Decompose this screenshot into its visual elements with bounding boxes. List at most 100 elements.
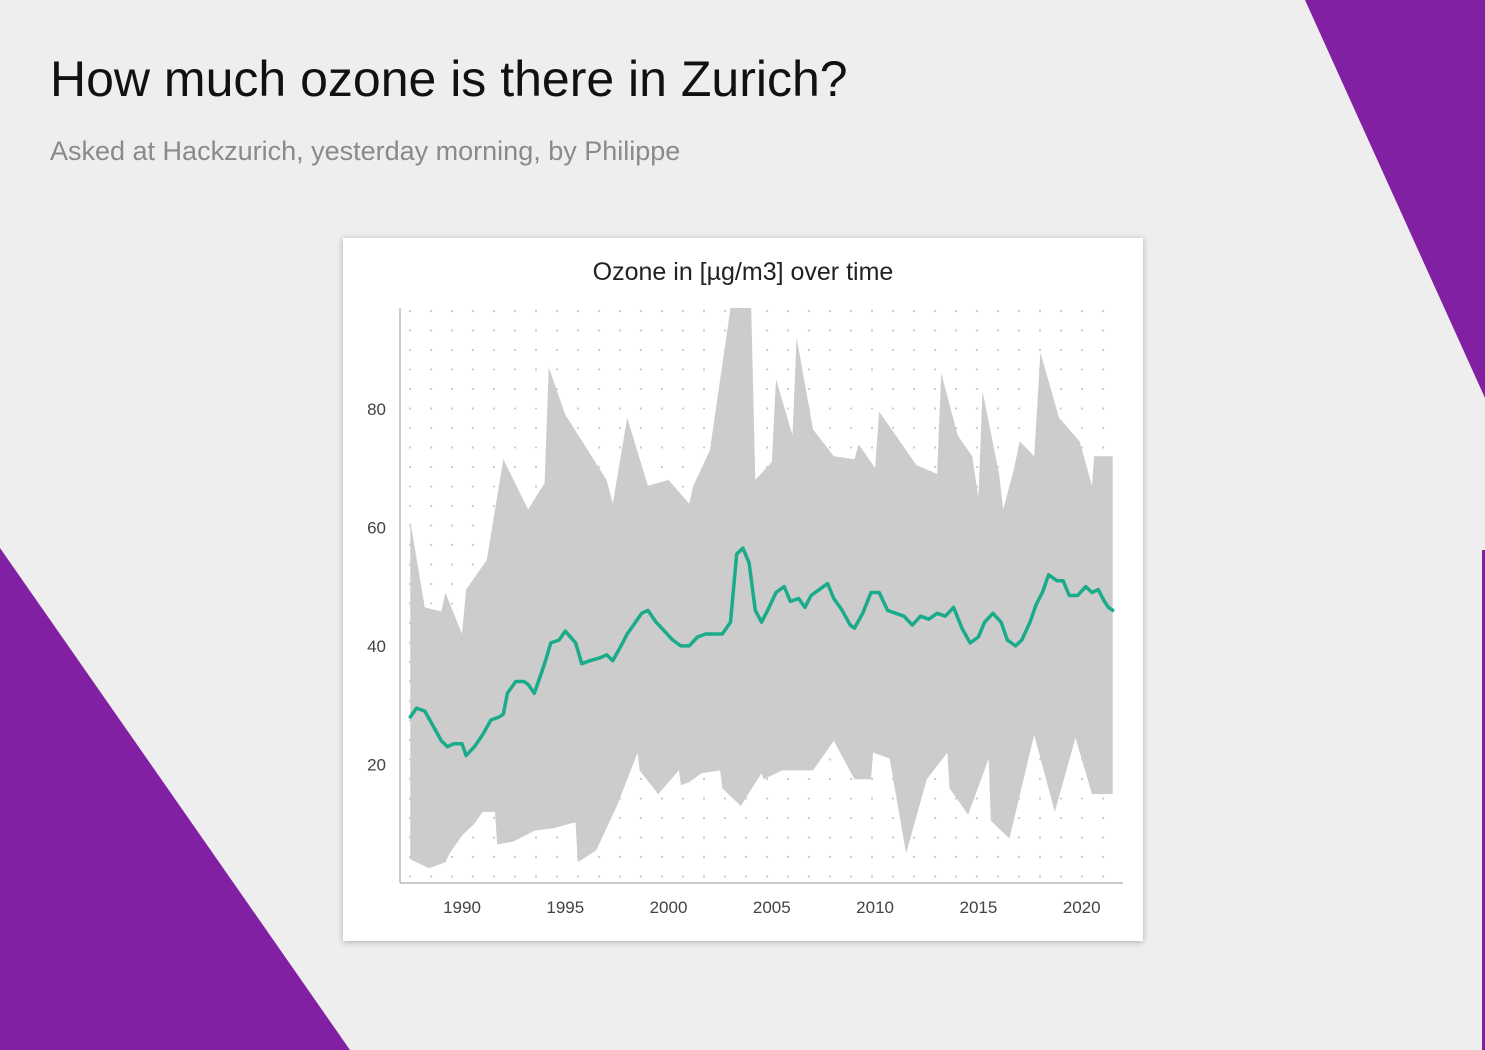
grid-dot	[681, 875, 685, 878]
grid-dot	[723, 836, 727, 839]
grid-dot	[471, 348, 475, 352]
grid-dot	[1101, 836, 1105, 839]
grid-dot	[933, 309, 937, 313]
grid-dot	[681, 426, 685, 430]
grid-dot	[765, 368, 769, 371]
grid-dot	[975, 387, 979, 391]
grid-dot	[1017, 309, 1021, 313]
grid-dot	[408, 309, 412, 313]
grid-dot	[723, 816, 727, 820]
grid-dot	[492, 329, 496, 332]
grid-dot	[870, 309, 874, 313]
grid-dot	[807, 836, 811, 839]
grid-dot	[807, 777, 811, 781]
grid-dot	[828, 426, 832, 430]
grid-dot	[450, 329, 454, 332]
grid-dot	[1101, 368, 1105, 371]
grid-dot	[534, 465, 538, 469]
grid-dot	[534, 485, 538, 488]
grid-dot	[1080, 368, 1084, 371]
grid-dot	[450, 348, 454, 352]
grid-dot	[828, 348, 832, 352]
grid-dot	[807, 875, 811, 878]
grid-dot	[471, 836, 475, 839]
grid-dot	[471, 543, 475, 547]
grid-dot	[597, 329, 601, 332]
grid-dot	[933, 329, 937, 332]
grid-dot	[660, 426, 664, 430]
grid-dot	[849, 797, 853, 800]
grid-dot	[471, 465, 475, 469]
grid-dot	[639, 329, 643, 332]
grid-dot	[513, 446, 517, 449]
grid-dot	[429, 446, 433, 449]
grid-dot	[639, 446, 643, 449]
grid-dot	[1080, 426, 1084, 430]
grid-dot	[849, 387, 853, 391]
grid-dot	[954, 407, 958, 410]
grid-dot	[870, 368, 874, 371]
grid-dot	[933, 777, 937, 781]
grid-dot	[996, 387, 1000, 391]
grid-dot	[1059, 407, 1063, 410]
grid-dot	[408, 875, 412, 878]
grid-dot	[744, 836, 748, 839]
grid-dot	[450, 387, 454, 391]
grid-dot	[870, 777, 874, 781]
grid-dot	[660, 446, 664, 449]
grid-dot	[555, 855, 559, 859]
grid-dot	[870, 797, 874, 800]
grid-dot	[681, 446, 685, 449]
grid-dot	[975, 816, 979, 820]
grid-dot	[1038, 816, 1042, 820]
grid-dot	[1038, 875, 1042, 878]
grid-dot	[954, 309, 958, 313]
grid-dot	[849, 855, 853, 859]
grid-dot	[765, 446, 769, 449]
grid-dot	[912, 329, 916, 332]
grid-dot	[660, 836, 664, 839]
grid-dot	[786, 836, 790, 839]
grid-dot	[471, 485, 475, 488]
grid-dot	[1038, 329, 1042, 332]
grid-dot	[471, 426, 475, 430]
grid-dot	[1059, 855, 1063, 859]
grid-dot	[429, 465, 433, 469]
grid-dot	[702, 777, 706, 781]
grid-dot	[450, 602, 454, 605]
x-tick-label: 1995	[546, 898, 584, 917]
grid-dot	[828, 875, 832, 878]
grid-dot	[1059, 309, 1063, 313]
grid-dot	[618, 855, 622, 859]
grid-dot	[1059, 797, 1063, 800]
grid-dot	[1017, 387, 1021, 391]
grid-dot	[534, 836, 538, 839]
grid-dot	[996, 855, 1000, 859]
grid-dot	[534, 348, 538, 352]
grid-dot	[450, 582, 454, 586]
grid-dot	[618, 309, 622, 313]
grid-dot	[660, 309, 664, 313]
grid-dot	[513, 875, 517, 878]
grid-dot	[1080, 875, 1084, 878]
grid-dot	[1017, 816, 1021, 820]
grid-dot	[996, 446, 1000, 449]
chart-title: Ozone in [µg/m3] over time	[592, 258, 894, 286]
grid-dot	[1080, 797, 1084, 800]
grid-dot	[597, 855, 601, 859]
accent-triangle-top-right	[1305, 0, 1485, 398]
grid-dot	[975, 446, 979, 449]
grid-dot	[954, 875, 958, 878]
grid-dot	[954, 816, 958, 820]
grid-dot	[744, 855, 748, 859]
grid-dot	[1101, 348, 1105, 352]
grid-dot	[786, 329, 790, 332]
grid-dot	[870, 855, 874, 859]
grid-dot	[849, 309, 853, 313]
grid-dot	[429, 348, 433, 352]
grid-dot	[576, 875, 580, 878]
grid-dot	[681, 816, 685, 820]
grid-dot	[429, 368, 433, 371]
grid-dot	[576, 329, 580, 332]
grid-dot	[870, 816, 874, 820]
